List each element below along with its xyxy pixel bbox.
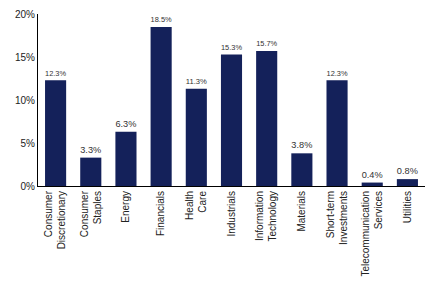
svg-text:11.3%: 11.3% <box>186 77 207 86</box>
svg-text:ConsumerStaples: ConsumerStaples <box>79 190 103 237</box>
svg-text:3.3%: 3.3% <box>80 145 101 155</box>
svg-text:Short-termInvestments: Short-termInvestments <box>325 191 349 245</box>
svg-text:Materials: Materials <box>296 191 307 232</box>
svg-text:15.3%: 15.3% <box>221 43 242 52</box>
svg-text:20%: 20% <box>15 9 35 20</box>
svg-text:3.8%: 3.8% <box>291 140 312 150</box>
svg-text:0.8%: 0.8% <box>397 166 418 176</box>
svg-text:0.4%: 0.4% <box>362 170 383 180</box>
svg-text:10%: 10% <box>15 95 35 106</box>
svg-text:15.7%: 15.7% <box>256 39 277 48</box>
svg-text:12.3%: 12.3% <box>45 69 66 78</box>
svg-text:HealthCare: HealthCare <box>184 191 208 220</box>
svg-text:6.3%: 6.3% <box>115 119 136 129</box>
svg-text:18.5%: 18.5% <box>151 15 172 24</box>
svg-text:Energy: Energy <box>120 191 131 223</box>
svg-text:0%: 0% <box>21 181 36 192</box>
svg-text:Financials: Financials <box>155 191 166 236</box>
svg-text:Utilities: Utilities <box>402 191 413 223</box>
svg-text:5%: 5% <box>21 138 36 149</box>
svg-text:12.3%: 12.3% <box>326 69 347 78</box>
svg-text:ConsumerDiscretionary: ConsumerDiscretionary <box>43 190 67 249</box>
svg-text:InformationTechnology: InformationTechnology <box>254 191 278 242</box>
svg-text:Industrials: Industrials <box>226 191 237 237</box>
svg-text:TelecommunicationServices: TelecommunicationServices <box>360 191 384 277</box>
svg-text:15%: 15% <box>15 52 35 63</box>
